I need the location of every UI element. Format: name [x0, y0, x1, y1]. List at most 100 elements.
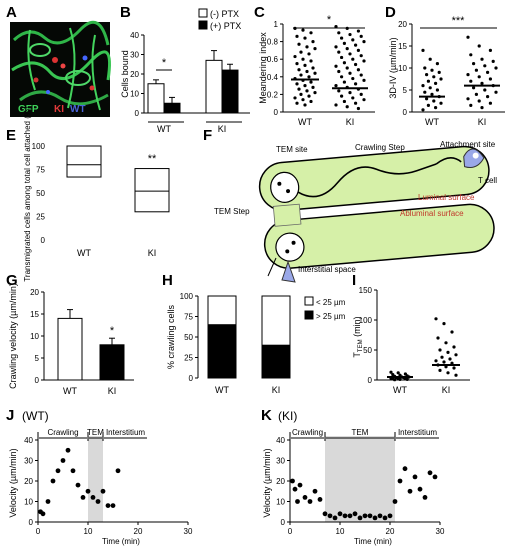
y-tick-label: 50	[363, 346, 372, 355]
data-point	[334, 25, 338, 29]
y-tick-label: 20	[398, 20, 407, 29]
phase-label: TEM	[87, 428, 104, 437]
data-point	[359, 54, 363, 58]
data-point	[342, 80, 346, 84]
data-point	[430, 68, 434, 72]
data-point	[307, 499, 313, 504]
legend-entry: (-) PTX	[210, 9, 239, 19]
label-tem-step: TEM Step	[214, 207, 250, 216]
data-point	[293, 54, 297, 59]
significance-mark: *	[162, 57, 167, 69]
data-point	[309, 99, 313, 104]
phase-label: Crawling	[292, 428, 323, 437]
data-point	[340, 36, 344, 40]
bar	[205, 59, 223, 114]
data-point	[405, 377, 409, 381]
data-point	[332, 515, 338, 521]
data-point	[469, 53, 473, 57]
data-point	[469, 79, 473, 83]
tem-shaded-region	[88, 436, 103, 522]
data-point	[352, 511, 358, 517]
y-tick-label: 40	[130, 31, 139, 40]
y-tick-label: 1	[274, 20, 279, 29]
y-axis-label: Transmigrated cells among total cell att…	[23, 106, 32, 282]
data-point	[427, 470, 433, 476]
y-tick-label: 50	[36, 189, 45, 198]
data-point	[437, 70, 441, 74]
legend-entry: (+) PTX	[210, 21, 241, 31]
y-axis-label: 3D-IV (µm/min)	[388, 37, 398, 98]
data-point	[480, 81, 484, 85]
bar	[99, 344, 125, 381]
data-point	[311, 66, 315, 70]
label-interstitial-space: Interstitial space	[298, 265, 356, 274]
data-point	[488, 77, 492, 81]
chart-g-crawling-velocity: 0 5 10 15 20 WT KI * Crawling velocity (µm/min)	[8, 283, 134, 396]
data-point	[377, 513, 383, 519]
data-point	[477, 99, 481, 103]
data-point	[40, 511, 46, 517]
data-point	[483, 64, 487, 68]
data-point	[301, 98, 305, 102]
data-point	[302, 495, 308, 500]
panel-label-k: K	[261, 407, 272, 424]
data-point	[356, 106, 360, 111]
data-point	[421, 48, 425, 53]
y-tick-label: 5	[403, 86, 408, 95]
data-point	[483, 88, 487, 92]
data-point	[359, 73, 363, 77]
data-point	[334, 64, 338, 68]
data-point	[356, 29, 360, 33]
panel-label-h: H	[162, 272, 173, 289]
data-point	[434, 81, 438, 85]
phase-label: TEM	[352, 428, 369, 437]
panel-label-i: I	[352, 272, 356, 289]
y-tick-label: 50	[184, 333, 193, 342]
label-abluminal-surface: Abluminal surface	[400, 209, 464, 218]
data-point	[389, 370, 393, 374]
panel-label-f: F	[203, 127, 212, 144]
x-tick-label: 10	[336, 527, 345, 536]
y-axis-label: % crawling cells	[166, 304, 176, 369]
data-point	[435, 88, 439, 92]
y-tick-label: 100	[359, 316, 373, 325]
stacked-bar-segment	[207, 295, 237, 326]
y-axis-label: Cells bound	[120, 50, 130, 98]
data-point	[439, 77, 443, 81]
data-point	[299, 73, 303, 77]
data-point	[428, 86, 432, 90]
y-tick-label: 30	[276, 457, 285, 466]
y-axis-label-main: T	[352, 352, 362, 358]
data-point	[301, 57, 305, 61]
panel-title-k: (KI)	[278, 409, 297, 423]
data-point	[305, 45, 309, 49]
y-tick-label: 10	[398, 64, 407, 73]
y-tick-label: 0	[35, 376, 40, 385]
significance-mark: *	[327, 14, 332, 26]
data-point	[494, 90, 498, 94]
data-point	[387, 513, 393, 519]
y-axis-label: Velocity (µm/min)	[262, 448, 272, 517]
box	[66, 145, 102, 178]
x-tick-label: WT	[425, 117, 439, 127]
data-point	[345, 66, 349, 70]
data-point	[303, 84, 307, 88]
phase-label: Crawling	[47, 428, 78, 437]
data-point	[438, 348, 442, 352]
legend-swatch	[304, 310, 314, 320]
data-point	[337, 511, 343, 517]
y-tick-label: 150	[359, 286, 373, 295]
data-point	[425, 73, 429, 77]
y-tick-label: 100	[32, 142, 46, 151]
data-point	[412, 474, 418, 480]
data-point	[486, 95, 490, 99]
data-point	[342, 41, 346, 45]
data-point	[423, 66, 427, 70]
data-point	[472, 86, 476, 90]
data-point	[337, 69, 341, 74]
data-point	[354, 62, 358, 67]
microscopy-image: GFP KI WT	[10, 20, 111, 117]
data-point	[466, 97, 470, 101]
x-tick-label: 20	[386, 527, 395, 536]
data-point	[354, 82, 358, 86]
